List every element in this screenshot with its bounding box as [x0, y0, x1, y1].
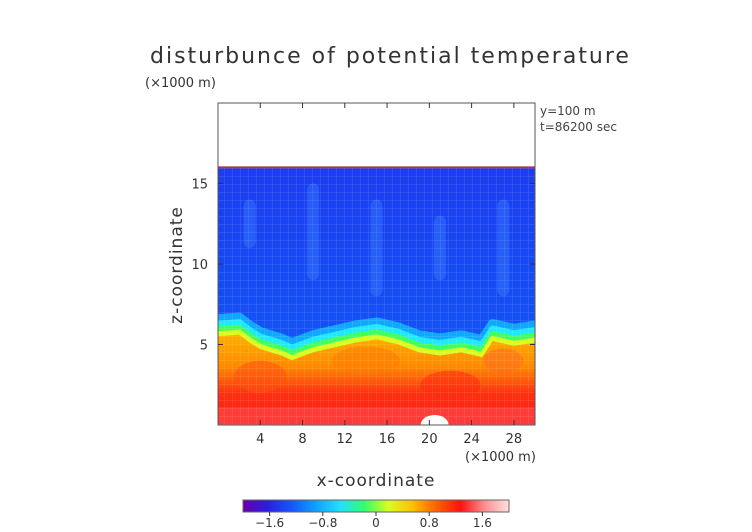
x-axis-scale-label: (×1000 m)	[465, 450, 536, 465]
colorbar-tick-label: 1.6	[473, 516, 492, 530]
colorbar-tick-label: −0.8	[308, 516, 337, 530]
chart-title: disturbunce of potential temperature	[150, 44, 631, 69]
colorbar-tick-label: 0.8	[420, 516, 439, 530]
x-tick-label: 12	[337, 432, 354, 447]
x-tick-label: 8	[298, 432, 306, 447]
annotation-y-position: y=100 m	[540, 104, 596, 118]
colorbar	[242, 499, 510, 513]
annotation-time: t=86200 sec	[540, 120, 617, 134]
colorbar-tick-label: −1.6	[255, 516, 284, 530]
y-tick-label: 15	[191, 178, 208, 193]
x-axis-title: x-coordinate	[317, 471, 436, 491]
y-tick-label: 10	[191, 258, 208, 273]
x-tick-label: 4	[256, 432, 264, 447]
x-tick-label: 28	[506, 432, 523, 447]
y-axis-ticks: 5 10 15	[191, 178, 535, 354]
x-axis-ticks: 4 8 12 16 20 24 28	[256, 103, 522, 447]
x-tick-label: 20	[421, 432, 438, 447]
y-tick-label: 5	[200, 339, 208, 354]
grid-overlay	[218, 167, 535, 425]
field-layer	[218, 166, 535, 425]
x-tick-label: 24	[463, 432, 480, 447]
y-axis-title: z-coordinate	[167, 206, 187, 324]
x-tick-label: 16	[379, 432, 396, 447]
colorbar-tick-label: 0	[372, 516, 380, 530]
y-axis-scale-label: (×1000 m)	[145, 76, 216, 91]
colorbar-ticks: −1.6 −0.8 0 0.8 1.6	[255, 512, 492, 530]
